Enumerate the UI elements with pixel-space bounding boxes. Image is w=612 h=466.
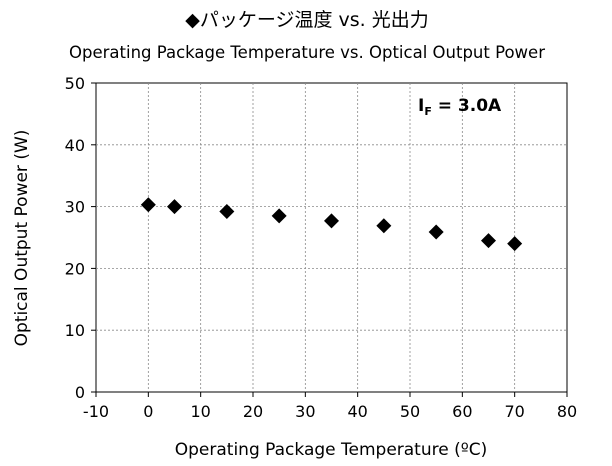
y-tick-label: 20 bbox=[65, 259, 85, 278]
data-point-marker bbox=[167, 199, 182, 215]
data-point-marker bbox=[376, 218, 392, 234]
x-tick-label: 20 bbox=[243, 402, 263, 421]
data-points bbox=[140, 197, 523, 252]
plot-area bbox=[95, 82, 568, 393]
x-tick-label: 80 bbox=[557, 402, 577, 421]
y-tick-label: 40 bbox=[65, 136, 85, 155]
data-point-marker bbox=[271, 208, 287, 224]
chart-title: ◆パッケージ温度 vs. 光出力 bbox=[185, 9, 429, 31]
x-tick-label: -10 bbox=[83, 402, 109, 421]
x-tick-label: 0 bbox=[143, 402, 153, 421]
y-axis-label: Optical Output Power (W) bbox=[12, 130, 32, 347]
x-tick-label: 50 bbox=[400, 402, 420, 421]
y-tick-label: 30 bbox=[65, 198, 85, 217]
y-tick-label: 0 bbox=[75, 383, 85, 402]
x-tick-label: 70 bbox=[504, 402, 524, 421]
x-tick-label: 40 bbox=[347, 402, 367, 421]
y-tick-label: 50 bbox=[65, 74, 85, 93]
data-point-marker bbox=[481, 233, 496, 249]
x-tick-label: 60 bbox=[452, 402, 472, 421]
x-tick-label: 10 bbox=[190, 402, 210, 421]
data-point-marker bbox=[507, 236, 523, 252]
data-point-marker bbox=[324, 213, 339, 229]
data-point-marker bbox=[219, 204, 235, 220]
x-axis-label: Operating Package Temperature (ºC) bbox=[175, 440, 488, 460]
chart-subtitle: Operating Package Temperature vs. Optica… bbox=[69, 43, 545, 62]
x-tick-label: 30 bbox=[295, 402, 315, 421]
data-point-marker bbox=[428, 224, 444, 240]
y-tick-label: 10 bbox=[65, 321, 85, 340]
data-point-marker bbox=[140, 197, 156, 213]
gridlines bbox=[96, 83, 567, 392]
current-annotation: IF = 3.0A bbox=[418, 96, 502, 118]
